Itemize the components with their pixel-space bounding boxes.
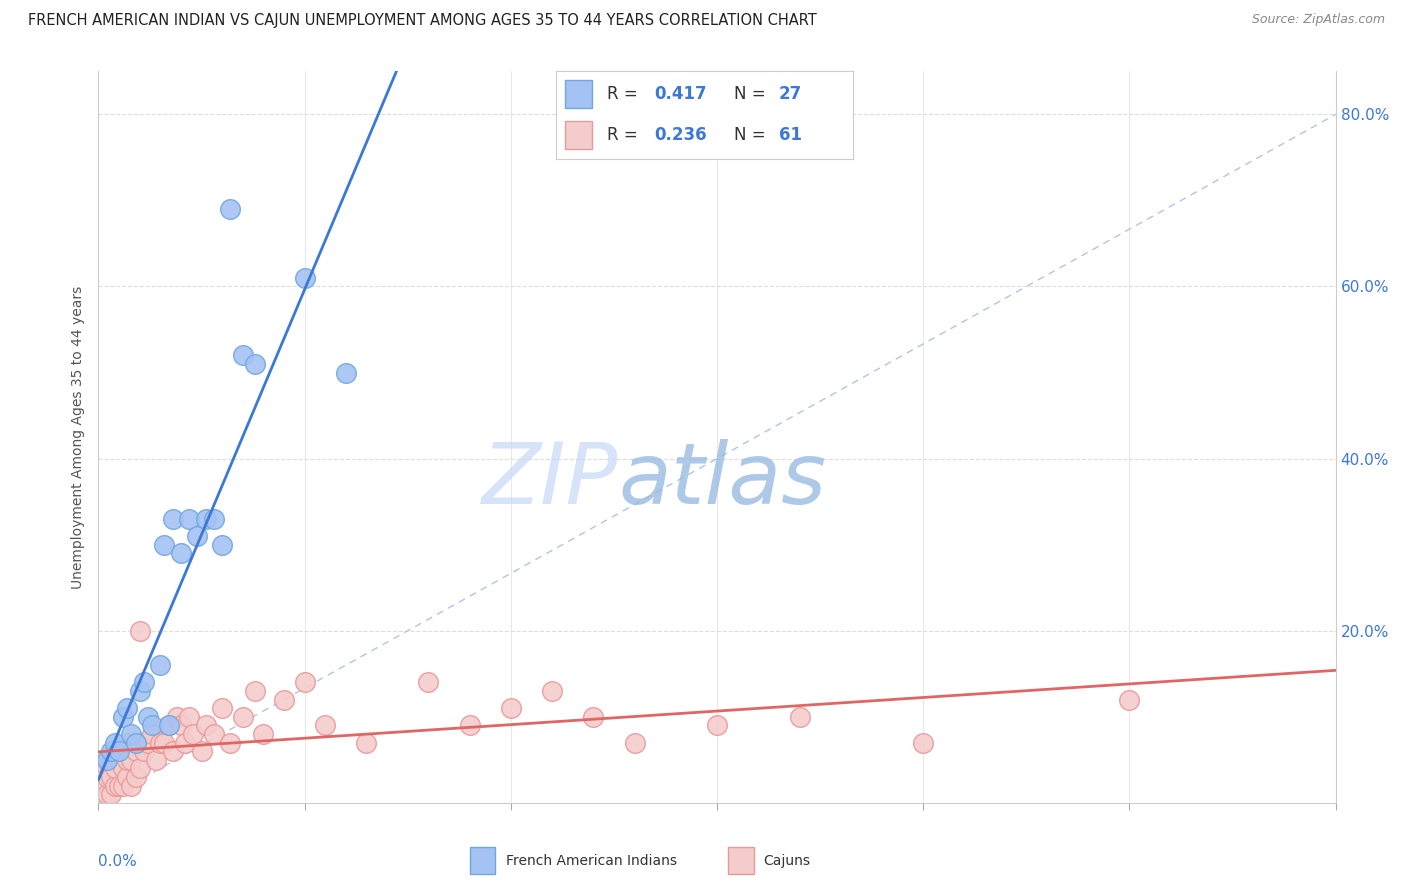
Point <box>170 718 193 732</box>
Point <box>162 744 184 758</box>
Point <box>132 744 155 758</box>
Text: French American Indians: French American Indians <box>506 854 676 868</box>
Point <box>120 779 142 793</box>
Point <box>124 770 146 784</box>
Point <box>314 718 336 732</box>
Point <box>117 701 139 715</box>
Point <box>100 770 122 784</box>
Point <box>149 735 172 749</box>
Point <box>141 718 163 732</box>
Point <box>179 710 201 724</box>
Point <box>104 779 127 793</box>
Point <box>112 744 135 758</box>
Point <box>128 684 150 698</box>
Point <box>117 753 139 767</box>
Point <box>294 271 316 285</box>
Point <box>153 735 176 749</box>
Point <box>499 701 522 715</box>
Point <box>128 624 150 638</box>
Point <box>194 512 217 526</box>
Point <box>179 512 201 526</box>
Point <box>112 710 135 724</box>
Point <box>170 546 193 560</box>
Text: 0.0%: 0.0% <box>98 854 138 869</box>
Text: FRENCH AMERICAN INDIAN VS CAJUN UNEMPLOYMENT AMONG AGES 35 TO 44 YEARS CORRELATI: FRENCH AMERICAN INDIAN VS CAJUN UNEMPLOY… <box>28 13 817 29</box>
Point <box>96 753 118 767</box>
FancyBboxPatch shape <box>470 847 495 874</box>
Point <box>112 779 135 793</box>
Point <box>157 718 180 732</box>
Point <box>136 735 159 749</box>
Point <box>789 710 811 724</box>
Point <box>104 735 127 749</box>
Point <box>190 744 212 758</box>
Point <box>162 512 184 526</box>
Point <box>335 366 357 380</box>
Point <box>202 727 225 741</box>
Point <box>623 735 645 749</box>
Point <box>117 735 139 749</box>
Point <box>202 512 225 526</box>
Point <box>219 202 242 216</box>
Point <box>124 744 146 758</box>
Point <box>96 770 118 784</box>
FancyBboxPatch shape <box>728 847 754 874</box>
Point <box>186 529 208 543</box>
Point <box>96 753 118 767</box>
Point <box>91 761 114 775</box>
Text: ZIP: ZIP <box>482 440 619 523</box>
Point <box>128 735 150 749</box>
Point <box>582 710 605 724</box>
Point <box>108 779 131 793</box>
Point <box>117 770 139 784</box>
Point <box>120 727 142 741</box>
Y-axis label: Unemployment Among Ages 35 to 44 years: Unemployment Among Ages 35 to 44 years <box>72 285 86 589</box>
Point <box>112 761 135 775</box>
Point <box>243 684 266 698</box>
Point <box>124 735 146 749</box>
Point <box>100 787 122 801</box>
Point <box>149 658 172 673</box>
Point <box>108 744 131 758</box>
Point <box>211 701 233 715</box>
Point <box>157 718 180 732</box>
Point <box>232 348 254 362</box>
Point <box>294 675 316 690</box>
Point <box>128 761 150 775</box>
Point <box>219 735 242 749</box>
Point <box>166 710 188 724</box>
Text: Source: ZipAtlas.com: Source: ZipAtlas.com <box>1251 13 1385 27</box>
Point <box>145 753 167 767</box>
Point <box>136 710 159 724</box>
Text: atlas: atlas <box>619 440 827 523</box>
Point <box>104 744 127 758</box>
Point <box>174 735 197 749</box>
Point <box>273 692 295 706</box>
Point <box>91 779 114 793</box>
Point <box>541 684 564 698</box>
Point <box>232 710 254 724</box>
Point <box>243 357 266 371</box>
Point <box>252 727 274 741</box>
Point <box>132 675 155 690</box>
Point <box>211 538 233 552</box>
Point <box>104 761 127 775</box>
Point <box>100 753 122 767</box>
Text: Cajuns: Cajuns <box>763 854 811 868</box>
Point <box>100 744 122 758</box>
Point <box>96 787 118 801</box>
Point <box>706 718 728 732</box>
Point <box>120 753 142 767</box>
Point <box>181 727 204 741</box>
Point <box>356 735 378 749</box>
Point <box>1118 692 1140 706</box>
Point <box>418 675 440 690</box>
Point <box>153 538 176 552</box>
Point <box>458 718 481 732</box>
Point <box>108 753 131 767</box>
Point <box>141 727 163 741</box>
Point <box>194 718 217 732</box>
Point <box>912 735 935 749</box>
